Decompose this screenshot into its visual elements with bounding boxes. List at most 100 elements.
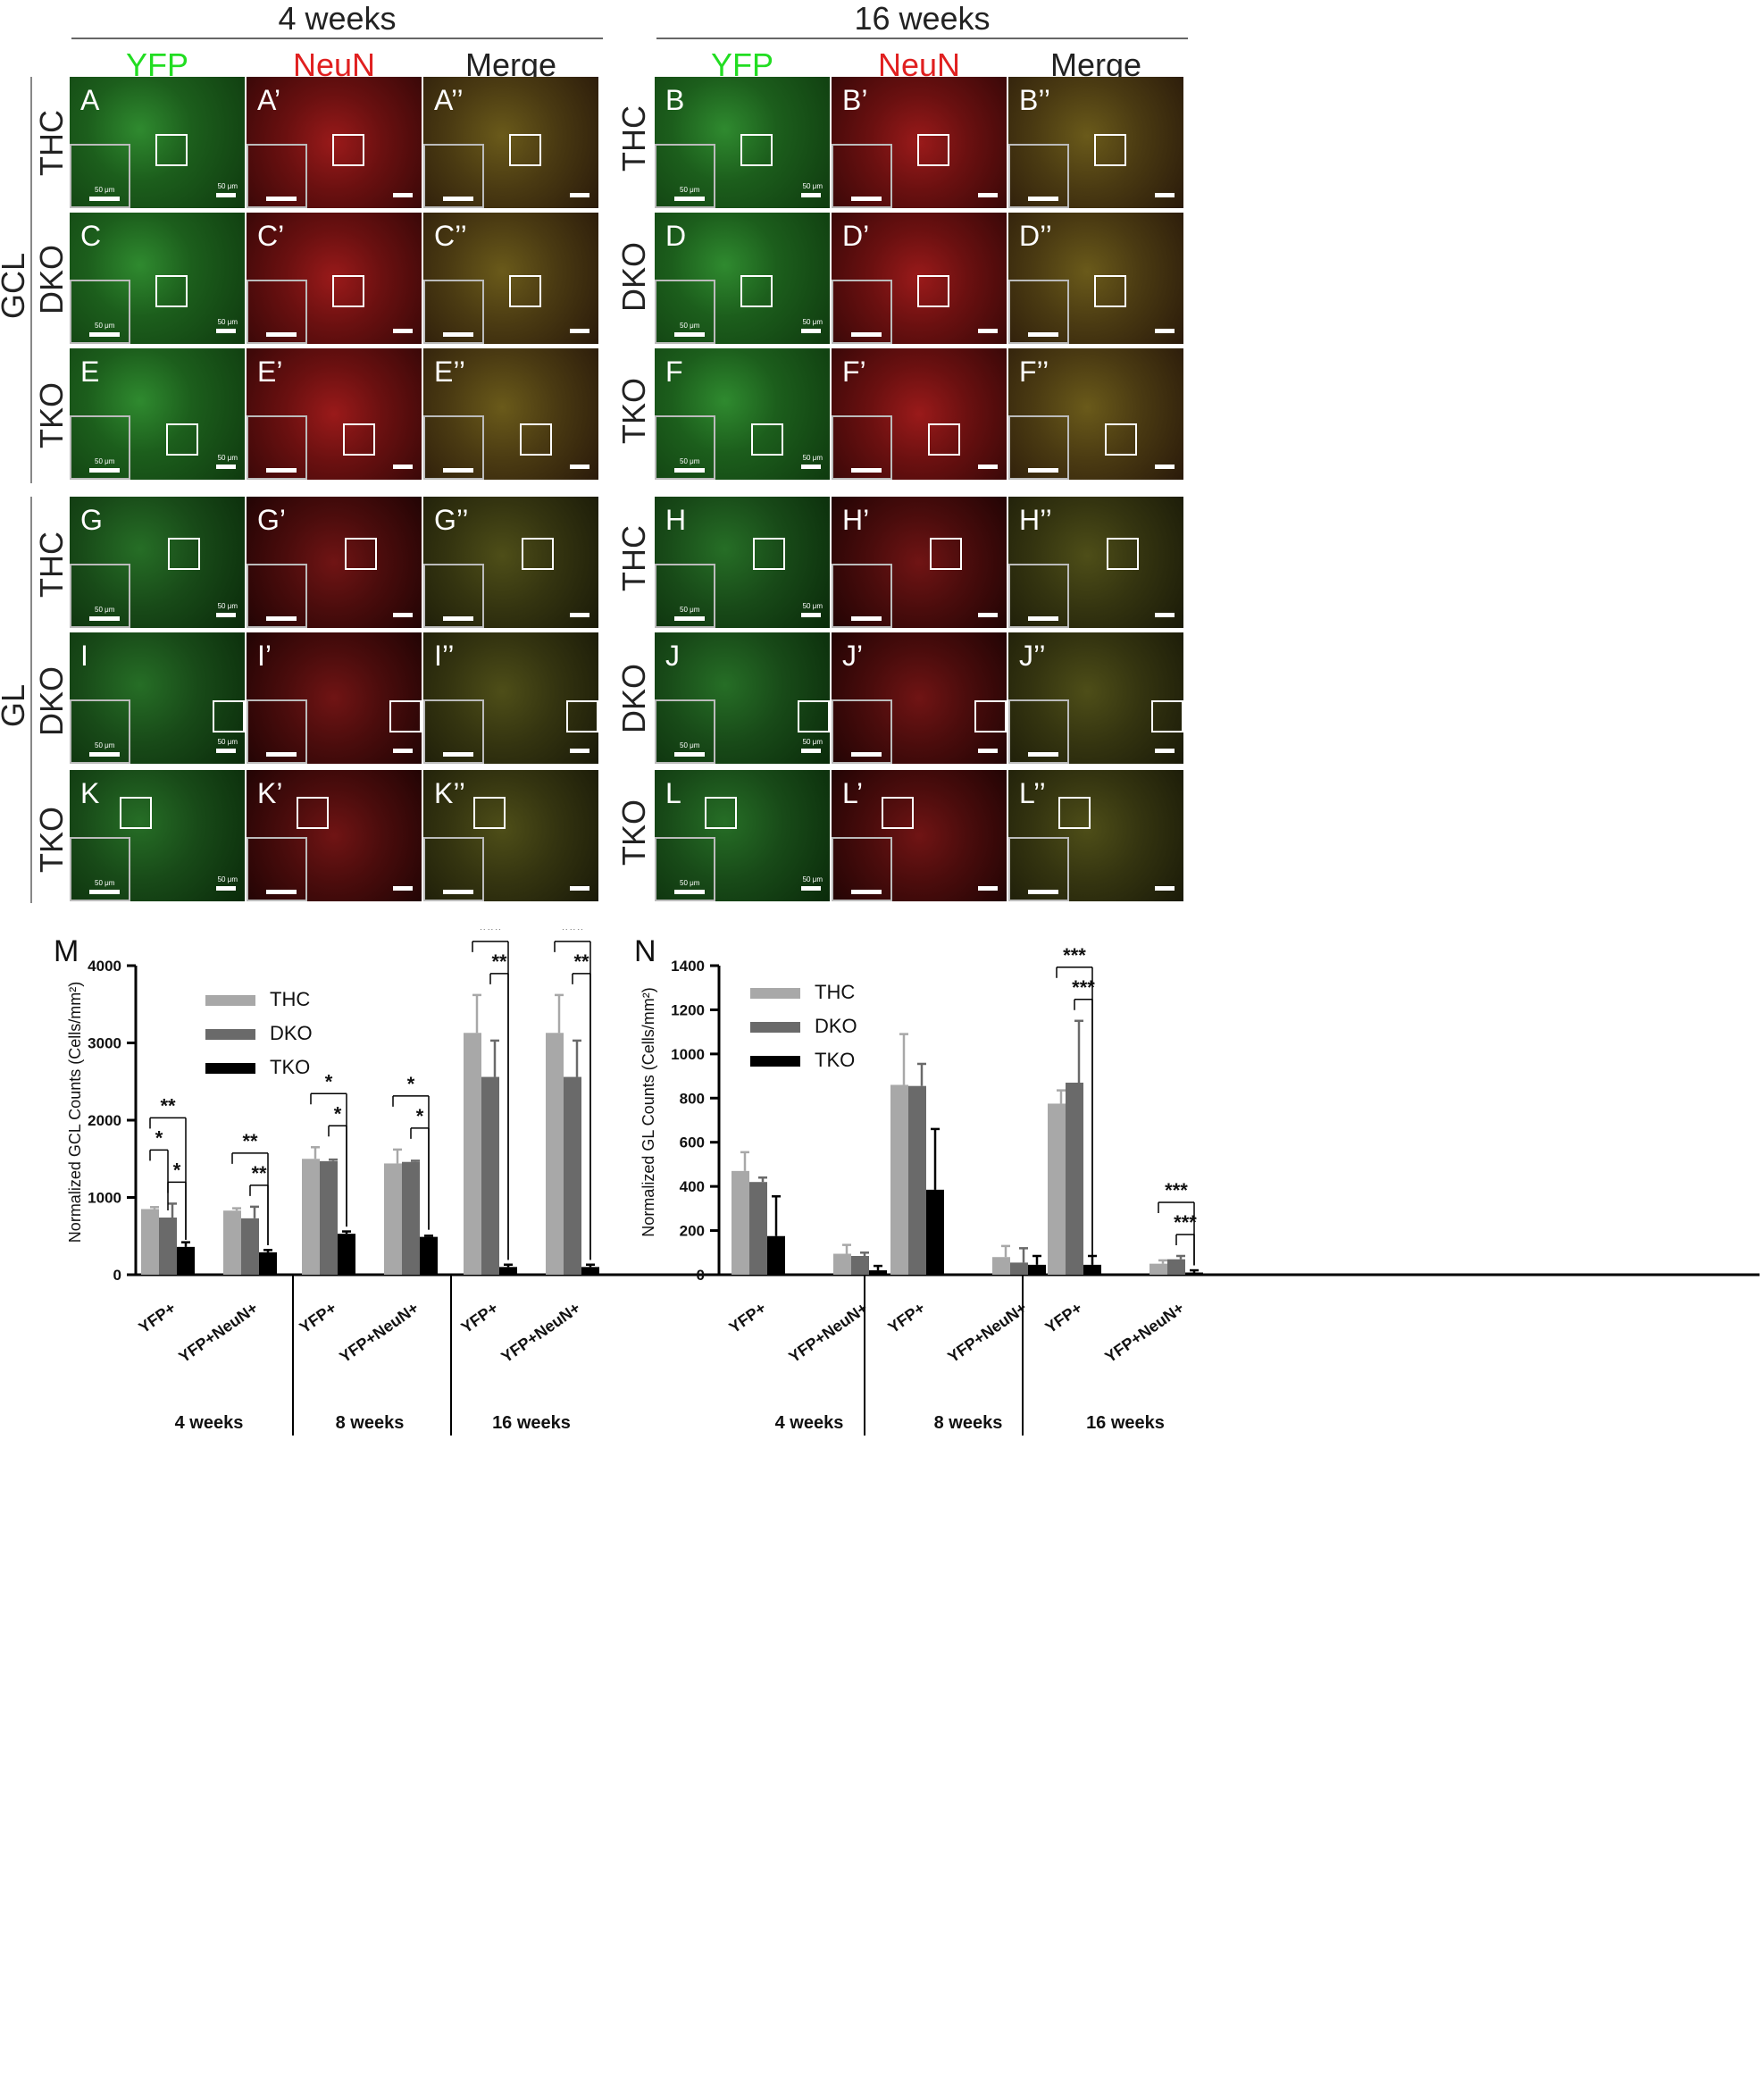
group-label: 16 weeks [1086, 1413, 1165, 1433]
zoom-inset [655, 564, 715, 628]
inset-scale-label: 50 μm [95, 741, 115, 749]
bar-tko [581, 1267, 599, 1275]
micrograph-panel-16w-4-2: J’’ [1008, 632, 1183, 764]
y-tick-label: 600 [680, 1134, 705, 1151]
panel-label: L [665, 777, 681, 809]
micrograph-panel-4w-5-1: K’ [247, 770, 422, 901]
panel-label: A’’ [434, 84, 464, 116]
zoom-inset [832, 144, 892, 208]
bar-thc [732, 1170, 749, 1275]
roi-box [1107, 538, 1139, 570]
bar-tko [338, 1234, 355, 1275]
inset-scale-bar [1028, 332, 1058, 337]
zoom-inset [423, 280, 484, 344]
scale-label: 50 μm [802, 182, 823, 190]
zoom-inset [832, 280, 892, 344]
sig-label: *** [479, 929, 502, 941]
inset-scale-bar [851, 197, 882, 201]
inset-scale-bar [443, 468, 473, 473]
scale-label: 50 μm [802, 875, 823, 883]
scale-label: 50 μm [217, 602, 238, 610]
roi-box [974, 700, 1007, 732]
zoom-inset [655, 144, 715, 208]
scale-bar [393, 749, 413, 753]
zoom-inset [423, 415, 484, 480]
inset-scale-label: 50 μm [680, 186, 700, 194]
region-label-gl: GL [0, 683, 31, 728]
panel-label: C’’ [434, 220, 467, 252]
zoom-inset [247, 564, 307, 628]
panel-label: I [80, 640, 88, 672]
roi-box [166, 423, 198, 456]
inset-scale-bar [851, 890, 882, 894]
zoom-inset [832, 564, 892, 628]
zoom-inset [1008, 837, 1069, 901]
panel-label: E [80, 356, 100, 388]
bar-thc [1150, 1263, 1167, 1275]
legend-label-tko: TKO [815, 1049, 855, 1071]
micrograph-panel-16w-1-2: D’’ [1008, 213, 1183, 344]
panel-label: J [665, 640, 680, 672]
chart-n-ylabel: Normalized GL Counts (Cells/mm²) [640, 987, 657, 1236]
roi-box [345, 538, 377, 570]
category-label: YFP+ [726, 1299, 770, 1336]
group-label: 4 weeks [775, 1413, 844, 1433]
micrograph-panel-16w-2-2: F’’ [1008, 348, 1183, 480]
micrograph-panel-4w-0-2: A’’ [423, 77, 598, 208]
panel-label: D’ [842, 220, 870, 252]
scale-label: 50 μm [802, 602, 823, 610]
y-tick-label: 1000 [671, 1046, 705, 1063]
roi-box [740, 134, 773, 166]
bar-tko [869, 1270, 887, 1275]
inset-scale-bar [266, 197, 297, 201]
bar-dko [564, 1076, 581, 1275]
inset-scale-bar [1028, 890, 1058, 894]
inset-scale-bar [674, 616, 705, 621]
sig-label: ** [251, 1162, 267, 1184]
bar-tko [499, 1267, 517, 1275]
scale-bar [1155, 193, 1175, 197]
panel-label: H’ [842, 504, 870, 536]
scale-label: 50 μm [802, 318, 823, 326]
roi-box [1105, 423, 1137, 456]
panel-label: K’ [257, 777, 283, 809]
scale-bar [570, 465, 589, 469]
micrograph-panel-16w-4-0: J 50 μm 50 μm [655, 632, 830, 764]
bar-dko [402, 1161, 420, 1275]
region-bracket-gl [30, 497, 32, 903]
inset-scale-bar [266, 616, 297, 621]
scale-bar [393, 465, 413, 469]
inset-scale-bar [674, 197, 705, 201]
category-label: YFP+NeuN+ [497, 1299, 583, 1366]
sig-label: * [325, 1070, 333, 1092]
y-tick-label: 0 [113, 1267, 121, 1284]
category-label: YFP+ [136, 1299, 180, 1336]
y-tick-label: 0 [697, 1267, 705, 1284]
bar-dko [159, 1217, 177, 1275]
row-label-thc-gl-16w: THC [615, 525, 652, 591]
panel-label: K’’ [434, 777, 465, 809]
zoom-inset [655, 699, 715, 764]
zoom-inset [70, 699, 130, 764]
micrograph-panel-4w-4-1: I’ [247, 632, 422, 764]
panel-label: D’’ [1019, 220, 1052, 252]
scale-bar [1155, 329, 1175, 333]
category-label: YFP+NeuN+ [1101, 1299, 1187, 1366]
scale-bar [1155, 465, 1175, 469]
bar-tko [926, 1189, 944, 1275]
panel-label: B [665, 84, 685, 116]
y-tick-label: 1000 [88, 1190, 121, 1207]
panel-label: F [665, 356, 683, 388]
scale-bar [801, 886, 821, 891]
row-label-dko-gcl-16w: DKO [615, 242, 652, 313]
category-label: YFP+NeuN+ [175, 1299, 261, 1366]
legend-label-thc: THC [270, 988, 310, 1010]
chart-n-panel-label: N [634, 934, 656, 968]
roi-box [155, 275, 188, 307]
row-label-dko-gl-4w: DKO [33, 666, 70, 737]
panel-label: A [80, 84, 100, 116]
inset-scale-bar [266, 752, 297, 757]
y-tick-label: 2000 [88, 1112, 121, 1129]
row-label-dko-gl-16w: DKO [615, 664, 652, 734]
micrograph-panel-4w-3-0: G 50 μm 50 μm [70, 497, 245, 628]
